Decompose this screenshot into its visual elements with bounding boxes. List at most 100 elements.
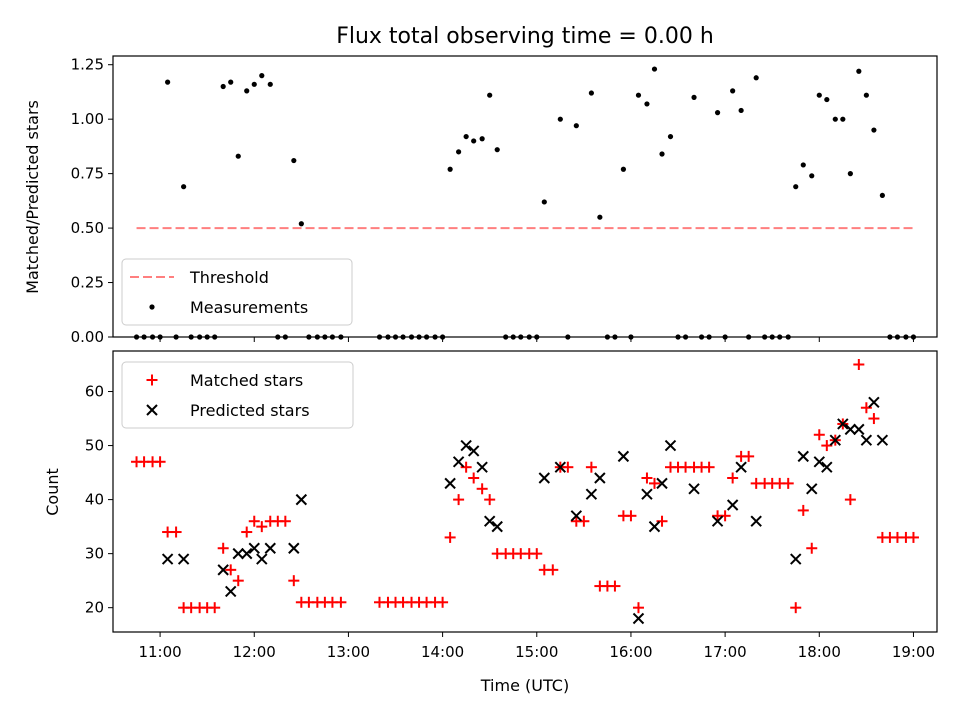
legend-box <box>121 258 353 326</box>
measurement-point <box>557 116 563 122</box>
measurement-point <box>329 334 336 340</box>
matched-star-marker <box>625 510 637 522</box>
bottom-y-tick-label: 30 <box>85 545 104 563</box>
measurement-point <box>376 334 383 340</box>
predicted-star-marker <box>688 483 700 495</box>
matched-star-marker <box>460 461 472 473</box>
top-y-tick-label: 0.50 <box>71 219 104 237</box>
measurement-point <box>840 116 846 122</box>
top-y-tick-label: 0.00 <box>71 328 104 346</box>
measurement-point <box>487 92 493 98</box>
matched-star-marker <box>813 429 825 441</box>
predicted-star-marker <box>868 396 880 409</box>
measurement-point <box>847 171 853 177</box>
measurement-point <box>503 334 509 340</box>
top-axes: Matched/Predicted stars 0.00 0.25 0.50 0.75… <box>23 55 938 346</box>
predicted-star-marker <box>726 499 739 511</box>
predicted-star-marker <box>853 423 865 436</box>
predicted-star-marker <box>554 461 567 473</box>
predicted-star-marker <box>711 515 724 527</box>
measurement-point <box>832 116 838 122</box>
measurement-point <box>165 79 171 85</box>
matched-star-marker <box>453 494 465 506</box>
measurement-point <box>871 127 877 133</box>
matched-star-marker <box>806 542 818 554</box>
measurement-point <box>534 334 540 340</box>
matched-star-marker <box>248 515 260 527</box>
top-y-tick-label: 0.25 <box>71 274 104 292</box>
matched-star-marker <box>437 596 449 608</box>
matched-star-marker <box>241 526 253 538</box>
predicted-star-marker <box>648 520 661 533</box>
measurement-point <box>816 92 822 98</box>
measurement-point <box>588 90 594 96</box>
measurement-point <box>235 153 241 159</box>
measurement-point <box>251 81 257 87</box>
predicted-star-marker <box>161 553 174 565</box>
x-tick-label: 16:00 <box>609 643 652 661</box>
bottom-y-axis-label: Count <box>43 468 62 516</box>
matched-star-marker <box>335 596 347 608</box>
x-tick-label: 13:00 <box>327 643 370 661</box>
bottom-legend: Matched stars Predicted stars <box>121 361 354 429</box>
predicted-star-marker <box>452 456 465 468</box>
measurement-point <box>510 334 516 340</box>
matched-star-marker <box>844 494 856 506</box>
x-axis-label: Time (UTC) <box>480 676 569 695</box>
legend-box <box>121 361 354 429</box>
measurement-point <box>824 96 830 103</box>
measurement-point <box>526 334 532 340</box>
measurement-point <box>573 123 579 129</box>
predicted-star-marker <box>241 547 253 560</box>
legend-matched-label: Matched stars <box>190 371 303 390</box>
measurement-point <box>628 334 634 340</box>
top-y-axis-label: Matched/Predicted stars <box>23 100 42 294</box>
predicted-star-marker <box>837 418 849 430</box>
measurement-point <box>910 334 917 340</box>
predicted-star-marker <box>632 612 645 625</box>
measurement-point <box>541 199 547 205</box>
measurement-point <box>259 73 265 79</box>
measurement-point <box>282 334 288 340</box>
measurement-point <box>322 334 328 340</box>
measurement-point <box>157 334 163 340</box>
matched-star-marker <box>703 461 715 473</box>
measurement-point <box>291 157 297 164</box>
measurement-point <box>620 166 627 172</box>
predicted-star-marker <box>821 461 833 473</box>
predicted-star-marker <box>476 461 488 473</box>
predicted-star-marker <box>491 520 503 533</box>
measurement-point <box>518 334 524 340</box>
top-y-tick-label: 1.00 <box>71 110 104 128</box>
measurement-point <box>416 334 422 340</box>
matched-star-marker <box>209 602 221 614</box>
predicted-star-marker <box>264 542 276 554</box>
measurement-point <box>604 334 611 340</box>
measurement-point <box>856 68 862 74</box>
measurement-point <box>682 334 689 340</box>
predicted-star-marker <box>256 553 268 565</box>
legend-measurements-swatch <box>149 304 155 310</box>
predicted-star-marker <box>617 450 630 463</box>
legend-matched-swatch <box>146 374 158 386</box>
legend-predicted-label: Predicted stars <box>190 401 310 420</box>
x-tick-label: 17:00 <box>703 643 746 661</box>
matched-star-marker <box>609 580 621 592</box>
predicted-star-marker <box>641 488 653 500</box>
matched-star-marker <box>632 602 644 614</box>
predicted-star-marker <box>594 472 606 484</box>
measurement-point <box>730 88 736 94</box>
plot-frame <box>112 55 938 338</box>
matched-star-marker <box>444 531 456 543</box>
measurement-point <box>809 173 815 179</box>
matched-star-marker <box>585 461 597 473</box>
predicted-star-marker <box>288 542 300 554</box>
bottom-y-tick-label: 60 <box>85 383 104 401</box>
predicted-star-marker <box>735 461 747 473</box>
measurement-point <box>691 94 697 100</box>
measurement-point <box>212 334 218 340</box>
predicted-star-marker <box>806 483 818 495</box>
matched-star-marker <box>797 504 809 516</box>
matched-star-marker <box>256 521 268 533</box>
